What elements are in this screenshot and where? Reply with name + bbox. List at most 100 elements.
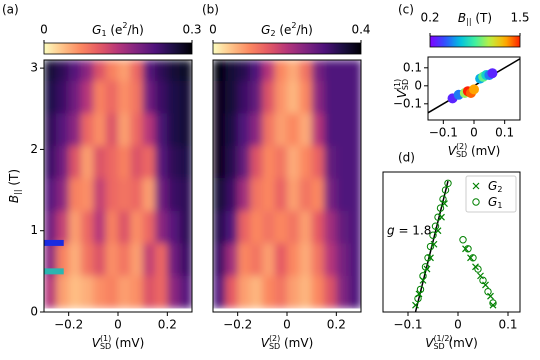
axis-label: G2 [488, 179, 502, 194]
scatter-circle [489, 299, 497, 307]
heatmap-cell [130, 275, 144, 309]
y-tick-label: 0.1 [403, 60, 422, 74]
x-tick-label: −0.2 [223, 318, 252, 332]
heatmap-cell [179, 210, 192, 244]
heatmap-cell [324, 242, 337, 276]
scatter-cross [462, 245, 469, 253]
heatmap-cell [262, 210, 276, 244]
label-part: V [395, 89, 409, 98]
plot-area [213, 60, 361, 309]
scatter-cross [415, 290, 423, 298]
heatmap-cell [274, 177, 288, 211]
heatmap-cell [250, 80, 263, 114]
heatmap-cell [130, 210, 144, 244]
heatmap-cell [155, 145, 168, 179]
axes-frame [382, 171, 521, 313]
heatmap-cell [299, 242, 313, 276]
heatmap-cell [118, 80, 131, 114]
label-part: G [488, 195, 497, 209]
heatmap-cell [93, 177, 107, 211]
label-part: (e [276, 23, 292, 37]
heatmap-cell [299, 275, 313, 309]
heatmap-cell [237, 60, 251, 81]
x-tick-label: 0 [454, 318, 462, 332]
heatmap-cell [311, 177, 325, 211]
heatmap-cell [56, 60, 70, 81]
heatmap-cell [287, 242, 300, 276]
heatmap-cell [287, 60, 300, 81]
heatmap-cell [336, 177, 350, 211]
label-part: G [92, 23, 101, 37]
heatmap-cell [287, 210, 300, 244]
heatmap-cell [179, 80, 192, 114]
heatmap-cell [68, 112, 82, 146]
heatmap-cell [118, 242, 131, 276]
heatmap-cell [250, 242, 263, 276]
heatmap-cell [262, 177, 276, 211]
heatmap-cell [274, 210, 288, 244]
heatmap-cell [262, 145, 276, 179]
heatmap-cell [93, 60, 107, 81]
heatmap-cell [250, 177, 263, 211]
heatmap-cell [324, 177, 337, 211]
heatmap [213, 60, 361, 309]
heatmap-cell [105, 177, 119, 211]
heatmap-cell [167, 210, 181, 244]
heatmap-cell [179, 112, 192, 146]
heatmap-cell [324, 210, 337, 244]
heatmap-cell [118, 177, 131, 211]
heatmap-cell [237, 80, 251, 114]
label-part: 2 [270, 29, 275, 38]
label-part: V [448, 144, 457, 158]
heatmap-cell [142, 112, 156, 146]
heatmap-cell [299, 177, 313, 211]
heatmap-cell [311, 210, 325, 244]
heatmap-cell [348, 210, 361, 244]
scatter-circle [469, 254, 477, 262]
label-part: 2 [122, 21, 127, 30]
heatmap-cell [81, 145, 94, 179]
label-part: || [13, 189, 22, 194]
heatmap-cell [262, 112, 276, 146]
heatmap-cell [56, 177, 70, 211]
heatmap-cell [311, 242, 325, 276]
heatmap-cell [105, 112, 119, 146]
scatter-circle [434, 213, 442, 221]
label-part: /h) [128, 23, 144, 37]
heatmap-cell [130, 177, 144, 211]
label-part: (1) [100, 334, 111, 343]
heatmap-cell [56, 80, 70, 114]
heatmap-cell [213, 210, 226, 244]
label-part: G [261, 23, 270, 37]
scatter-circle [416, 285, 425, 294]
heatmap-cell [105, 60, 119, 81]
scatter-circle [429, 231, 437, 239]
plot-area [412, 179, 497, 312]
heatmap-cell [56, 242, 70, 276]
heatmap-cell [179, 177, 192, 211]
heatmap-cell [142, 145, 156, 179]
heatmap-cell [225, 60, 239, 81]
heatmap-cell [348, 275, 361, 309]
label-part: B [7, 195, 21, 203]
scatter-circle [414, 294, 422, 303]
heatmap-cell [142, 275, 156, 309]
heatmap-cell [81, 112, 94, 146]
heatmap-cell [105, 242, 119, 276]
label-part: (T) [7, 169, 21, 190]
scatter-cross [489, 301, 497, 309]
heatmap-cell [68, 80, 82, 114]
heatmap-cell [336, 60, 350, 81]
label-part: (1) [393, 79, 402, 90]
scatter-cross [477, 272, 484, 280]
heatmap-cell [225, 177, 239, 211]
heatmap-cell [130, 112, 144, 146]
scatter-circle [419, 272, 427, 280]
plot-area [44, 60, 192, 309]
scatter-circle [424, 254, 432, 262]
colorbar-tick-label: 1.5 [510, 11, 529, 25]
scatter-point [487, 68, 498, 79]
heatmap-cell [287, 177, 300, 211]
panel-label: (b) [202, 3, 219, 17]
